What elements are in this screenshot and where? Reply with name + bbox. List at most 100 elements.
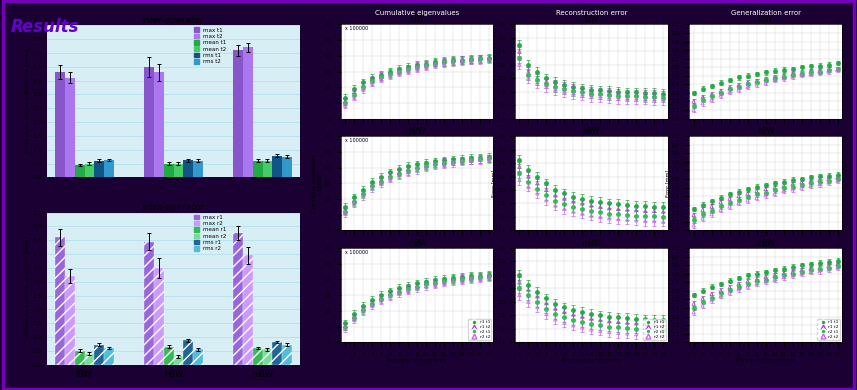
Point [629, 331, 643, 337]
Point [540, 295, 554, 301]
Point [540, 84, 554, 90]
Point [375, 294, 388, 301]
Point [401, 64, 415, 70]
Point [804, 183, 818, 189]
Point [593, 199, 607, 205]
Point [696, 299, 710, 305]
Point [593, 91, 607, 98]
Bar [273, 156, 282, 177]
Point [530, 293, 544, 300]
Point [437, 161, 451, 167]
Point [629, 202, 643, 209]
Point [347, 94, 361, 100]
Point [411, 164, 424, 170]
Bar [253, 161, 262, 177]
Point [482, 272, 496, 278]
Point [704, 198, 718, 204]
Point [339, 207, 352, 213]
Point [566, 208, 580, 215]
Point [696, 288, 710, 294]
Point [830, 66, 844, 72]
Point [393, 289, 406, 295]
Point [428, 279, 442, 285]
Point [339, 98, 352, 105]
Bar [55, 238, 65, 365]
Y-axis label: Surface to surface distance [mm]: Surface to surface distance [mm] [25, 49, 30, 154]
Point [411, 161, 424, 168]
Point [419, 163, 433, 169]
Point [566, 204, 580, 210]
Bar [94, 345, 104, 365]
Point [437, 160, 451, 166]
Point [611, 92, 625, 99]
Point [548, 311, 562, 317]
Point [696, 85, 710, 92]
Point [593, 87, 607, 94]
Point [558, 314, 572, 321]
Point [419, 63, 433, 69]
Point [704, 291, 718, 297]
Point [540, 78, 554, 85]
Point [822, 177, 836, 184]
Point [776, 73, 790, 79]
Point [522, 167, 536, 173]
Point [540, 197, 554, 203]
Point [786, 271, 800, 277]
Point [576, 89, 590, 96]
Point [464, 158, 478, 164]
Point [794, 72, 808, 78]
Point [375, 292, 388, 298]
Point [482, 273, 496, 279]
Point [758, 77, 772, 83]
Point [428, 59, 442, 65]
Point [576, 319, 590, 325]
Point [482, 56, 496, 62]
Point [722, 284, 736, 291]
Title: fBW: fBW [584, 15, 599, 24]
Point [776, 272, 790, 278]
Point [629, 97, 643, 103]
Point [455, 274, 469, 280]
Point [522, 282, 536, 288]
Point [540, 192, 554, 199]
Point [611, 324, 625, 331]
Point [375, 297, 388, 303]
Point [558, 304, 572, 310]
Point [339, 323, 352, 329]
Point [411, 65, 424, 71]
Point [473, 56, 487, 62]
Point [740, 73, 754, 79]
Point [473, 55, 487, 61]
Point [411, 285, 424, 291]
Bar [193, 161, 203, 177]
Point [740, 190, 754, 197]
Point [686, 217, 700, 223]
Point [732, 74, 746, 81]
Point [530, 77, 544, 83]
Point [357, 190, 370, 196]
Point [786, 72, 800, 78]
Bar [262, 161, 273, 177]
Point [566, 199, 580, 205]
Point [776, 74, 790, 80]
Point [428, 60, 442, 66]
Point [548, 301, 562, 307]
Point [794, 271, 808, 277]
Point [804, 63, 818, 69]
Point [750, 78, 764, 84]
Bar [273, 342, 282, 365]
Point [620, 212, 634, 218]
Title: Inter-operator: Inter-operator [142, 16, 205, 25]
Point [732, 82, 746, 88]
Point [776, 266, 790, 272]
Point [704, 83, 718, 89]
Point [357, 86, 370, 92]
Point [365, 300, 379, 307]
Point [786, 272, 800, 278]
Point [822, 67, 836, 73]
Point [455, 275, 469, 281]
Point [686, 206, 700, 212]
Point [830, 258, 844, 264]
Point [804, 71, 818, 77]
Point [357, 84, 370, 90]
